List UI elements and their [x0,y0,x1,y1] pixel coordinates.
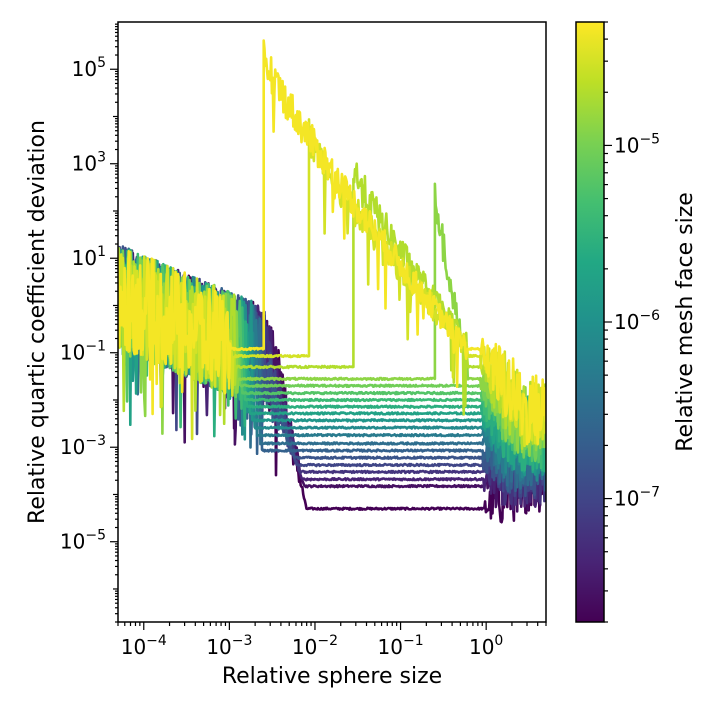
colorbar-ticks: 10−7 10−6 10−5 [604,21,660,623]
x-axis-label: Relative sphere size [222,664,442,689]
x-tick-label: 10−2 [292,633,338,659]
series-line [118,39,546,446]
y-axis-ticks: 10−5 10−3 10−1 101 103 105 [60,23,118,623]
colorbar-tick-label: 10−5 [614,131,660,157]
y-tick-label: 10−3 [60,433,106,459]
y-tick-label: 103 [72,150,106,176]
y-tick-label: 101 [72,244,106,270]
x-tick-label: 100 [469,633,503,659]
y-tick-label: 105 [72,55,106,81]
y-axis-label: Relative quartic coefficient deviation [25,120,50,524]
x-axis-ticks: 10−4 10−3 10−2 10−1 100 [117,622,547,659]
plot-frame [117,21,547,623]
colorbar [576,22,604,622]
x-tick-label: 10−4 [121,633,167,659]
series-layer [118,39,546,524]
colorbar-label: Relative mesh face size [673,192,698,452]
y-tick-label: 10−1 [60,339,106,365]
colorbar-tick-label: 10−7 [614,485,660,511]
x-tick-label: 10−1 [378,633,424,659]
x-tick-label: 10−3 [206,633,252,659]
y-tick-label: 10−5 [60,528,106,554]
colorbar-tick-label: 10−6 [614,308,660,334]
